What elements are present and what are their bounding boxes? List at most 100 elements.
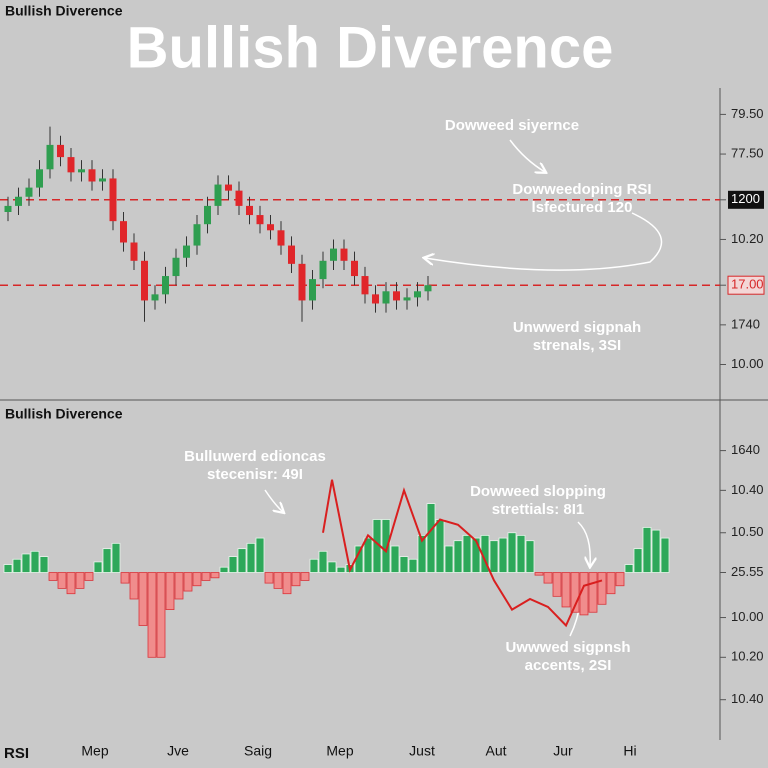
annotation: stecenisr: 49I (207, 466, 303, 483)
candle-body (361, 276, 369, 295)
y-tick-label: 10.20 (731, 649, 764, 664)
annotation: lsfectured 120 (532, 199, 633, 216)
candle-body (141, 260, 148, 301)
annotation: Dowweed siyernce (445, 117, 579, 134)
bar (129, 572, 139, 600)
candle-body (130, 242, 138, 261)
y-tick-label: 17.00 (731, 277, 764, 292)
bar (471, 537, 481, 573)
bar (363, 537, 373, 573)
bar (228, 556, 238, 573)
x-tick-label: Mep (81, 743, 108, 759)
bar (498, 537, 508, 573)
bar (408, 558, 418, 573)
bar (390, 545, 400, 573)
candle-body (309, 279, 316, 301)
bar (561, 572, 571, 608)
bar (318, 550, 328, 573)
bar (399, 556, 409, 573)
bar (192, 572, 202, 587)
x-tick-label: Just (409, 743, 435, 759)
bar (417, 535, 427, 573)
chart-title: Bullish Diverence (5, 3, 123, 19)
bar (570, 572, 580, 613)
candle-body (172, 257, 180, 277)
candle-body (151, 294, 159, 301)
candle-body (298, 263, 306, 301)
y-tick-label: 10.40 (731, 691, 764, 706)
candle-body (403, 297, 411, 301)
bar (57, 572, 67, 589)
bar (525, 540, 535, 573)
y-tick-label: 79.50 (731, 106, 764, 121)
candle-body (372, 294, 379, 304)
bar (174, 572, 184, 600)
bar (282, 572, 292, 595)
candle-body (109, 178, 117, 222)
tick-label-box (727, 275, 765, 295)
bar (264, 572, 274, 584)
candle-body (120, 221, 127, 243)
axis-label: RSI (4, 745, 29, 762)
bar (651, 529, 661, 573)
bar (534, 572, 544, 576)
x-tick-label: Jve (167, 743, 189, 759)
candle-body (351, 260, 358, 277)
bar (453, 540, 463, 573)
y-tick-label: 1640 (731, 442, 760, 457)
candle-body (424, 285, 432, 292)
candle-body (162, 276, 169, 295)
bar (30, 550, 40, 573)
x-tick-label: Jur (553, 743, 573, 759)
bar (12, 558, 22, 573)
bar (300, 572, 310, 581)
candle-body (4, 205, 12, 212)
y-tick-label: 25.55 (731, 564, 764, 579)
annotation: Dowweed slopping (470, 483, 606, 500)
bar (111, 542, 121, 573)
bar (327, 561, 337, 573)
candle-body (99, 178, 106, 182)
annotation: Unwwerd sigpnah (513, 319, 641, 336)
annotation: strettials: 8I1 (492, 501, 585, 518)
bar (336, 566, 346, 573)
bar (21, 553, 31, 573)
rsi-line (322, 479, 603, 628)
candle-body (382, 291, 390, 304)
bar (597, 572, 607, 605)
bar (255, 537, 265, 573)
candle-body (57, 144, 64, 158)
bar (426, 503, 436, 573)
bar (543, 572, 553, 584)
candle-body (25, 187, 33, 197)
bar (102, 548, 112, 573)
annotation: Uwwwed sigpnsh (505, 639, 630, 656)
bar (444, 545, 454, 573)
y-tick-label: 1740 (731, 316, 760, 331)
candle-body (193, 224, 201, 246)
bar (633, 548, 643, 573)
candle-body (15, 196, 22, 206)
x-tick-label: Saig (244, 743, 272, 759)
bar (660, 537, 670, 573)
bar (624, 564, 634, 573)
bar (606, 572, 616, 595)
tick-label-box (728, 190, 764, 209)
candle-body (319, 260, 327, 280)
bar (516, 535, 526, 573)
candle-body (78, 169, 85, 173)
y-tick-label: 10.00 (731, 356, 764, 371)
bar (201, 572, 211, 581)
bar (642, 527, 652, 573)
y-tick-label: 10.20 (731, 231, 764, 246)
bar (615, 572, 625, 587)
bar (156, 572, 166, 658)
candle-body (67, 157, 75, 173)
candle-body (183, 245, 190, 258)
watermark-title: Bullish Diverence (127, 15, 614, 80)
arrows (264, 139, 663, 637)
y-tick-label: 77.50 (731, 145, 764, 160)
candle-body (393, 291, 400, 301)
bar (552, 572, 562, 597)
